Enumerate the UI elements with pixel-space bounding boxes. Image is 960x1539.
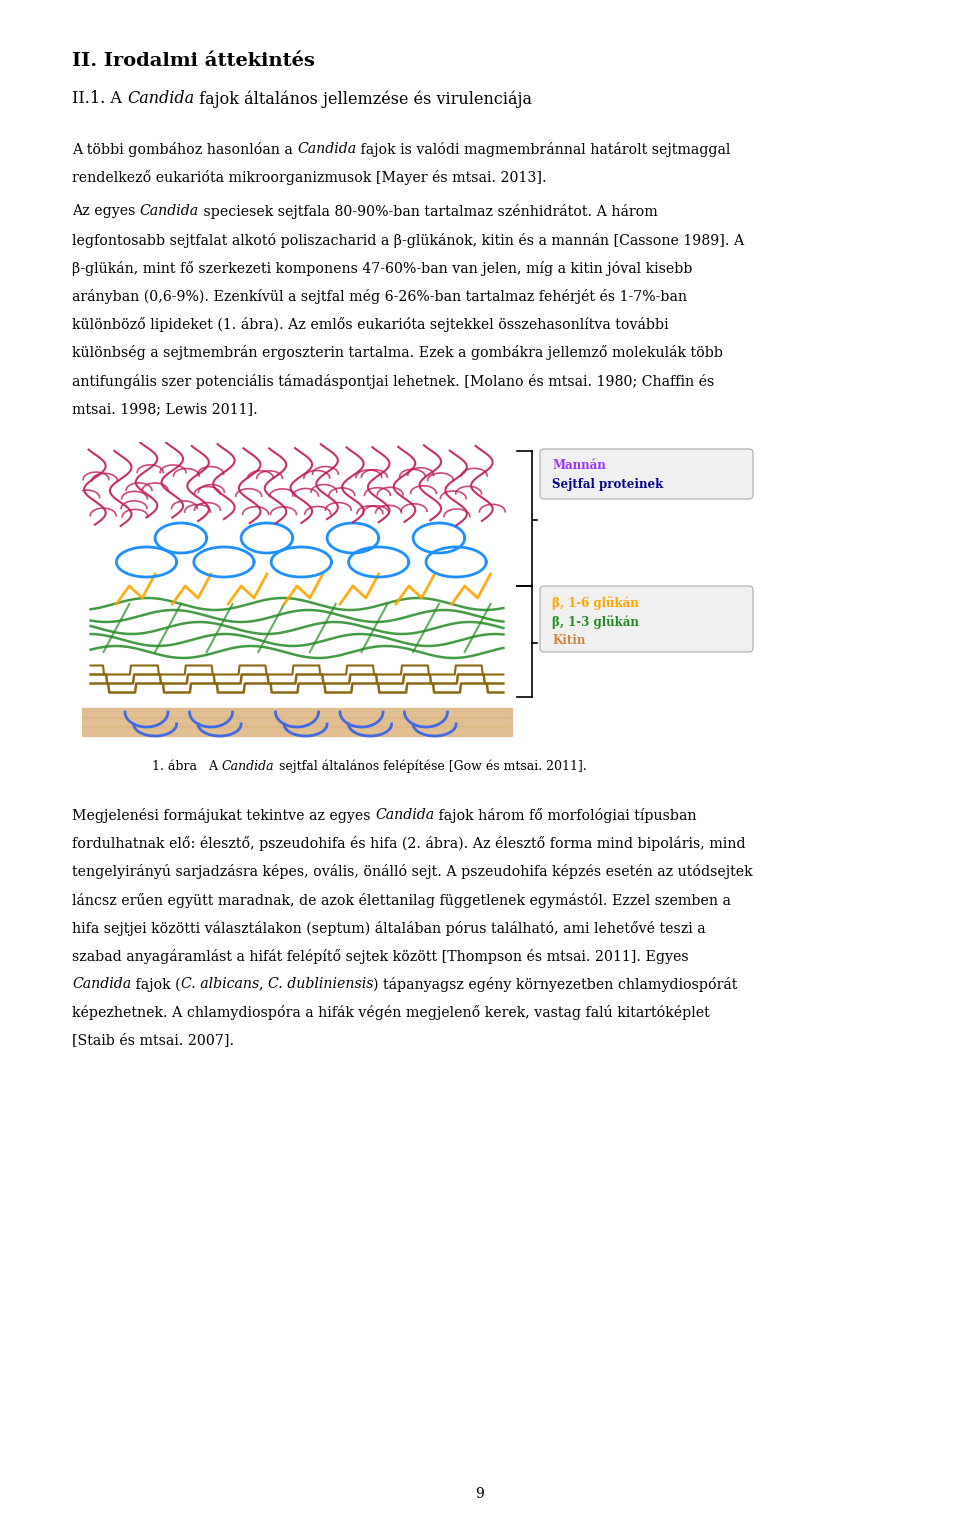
- Text: arányban (0,6-9%). Ezenkívül a sejtfal még 6-26%-ban tartalmaz fehérjét és 1-7%-: arányban (0,6-9%). Ezenkívül a sejtfal m…: [72, 289, 687, 305]
- Text: hifa sejtjei közötti választálakon (septum) általában pórus található, ami lehet: hifa sejtjei közötti választálakon (sept…: [72, 920, 706, 936]
- Text: rendelkező eukarióta mikroorganizmusok [Mayer és mtsai. 2013].: rendelkező eukarióta mikroorganizmusok …: [72, 171, 546, 185]
- Text: Candida: Candida: [222, 760, 275, 773]
- Text: különbség a sejtmembrán ergoszterin tartalma. Ezek a gombákra jellemző molekulá: különbség a sejtmembrán ergoszterin tart…: [72, 345, 723, 360]
- Text: fordulhatnak elő: élesztő, pszeudohifa és hifa (2. ábra). Az élesztő forma mind : fordulhatnak elő: élesztő, pszeudohifa é…: [72, 836, 746, 851]
- FancyBboxPatch shape: [540, 449, 753, 499]
- Text: Mannán: Mannán: [552, 459, 606, 472]
- Text: Az egyes: Az egyes: [72, 205, 140, 219]
- Text: Kitin: Kitin: [552, 634, 586, 646]
- FancyBboxPatch shape: [540, 586, 753, 653]
- Text: 1. ábra: 1. ábra: [152, 760, 197, 773]
- Text: β, 1‑3 glükán: β, 1‑3 glükán: [552, 616, 638, 629]
- Text: C. dubliniensis: C. dubliniensis: [268, 977, 373, 991]
- Text: [Staib és mtsai. 2007].: [Staib és mtsai. 2007].: [72, 1034, 234, 1048]
- Text: antifungális szer potenciális támadáspontjai lehetnek. [Molano és mtsai. 1980; C: antifungális szer potenciális támadáspon…: [72, 374, 714, 389]
- Text: Sejtfal proteinek: Sejtfal proteinek: [552, 479, 663, 491]
- Text: β-glükán, mint fő szerkezeti komponens 47-60%-ban van jelen, míg a kitin jóval k: β-glükán, mint fő szerkezeti komponens 4…: [72, 260, 692, 275]
- Text: 9: 9: [475, 1487, 485, 1501]
- Text: Megjelenési formájukat tekintve az egyes: Megjelenési formájukat tekintve az egyes: [72, 808, 375, 823]
- Text: fajok (: fajok (: [132, 977, 180, 991]
- Text: fajok három fő morfológiai típusban: fajok három fő morfológiai típusban: [434, 808, 697, 823]
- Text: fajok általános jellemzése és virulenciája: fajok általános jellemzése és virulenciá…: [194, 89, 532, 108]
- Text: különböző lipideket (1. ábra). Az emlős eukarióta sejtekkel összehasonlítva tov: különböző lipideket (1. ábra). Az emlős …: [72, 317, 668, 332]
- Text: láncsz erűen együtt maradnak, de azok élettanilag függetlenek egymástól. Ezzel s: láncsz erűen együtt maradnak, de azok él…: [72, 893, 731, 908]
- Text: A többi gombához hasonlóan a: A többi gombához hasonlóan a: [72, 142, 298, 157]
- Text: II.1. A: II.1. A: [72, 89, 127, 108]
- Text: mtsai. 1998; Lewis 2011].: mtsai. 1998; Lewis 2011].: [72, 402, 257, 416]
- Text: ) tápanyagsz egény környezetben chlamydiospórát: ) tápanyagsz egény környezetben chlamydi…: [373, 977, 738, 993]
- Text: fajok is valódi magmembránnal határolt sejtmaggal: fajok is valódi magmembránnal határolt s…: [356, 142, 731, 157]
- Text: tengelyirányú sarjadzásra képes, ovális, önálló sejt. A pszeudohifa képzés eseté: tengelyirányú sarjadzásra képes, ovális,…: [72, 865, 753, 879]
- Text: legfontosabb sejtfalat alkotó poliszacharid a β-glükánok, kitin és a mannán [Cas: legfontosabb sejtfalat alkotó poliszacha…: [72, 232, 744, 248]
- Text: ,: ,: [259, 977, 268, 991]
- Text: Candida: Candida: [72, 977, 132, 991]
- Text: sejtfal általános felépítése [Gow és mtsai. 2011].: sejtfal általános felépítése [Gow és mts…: [275, 760, 587, 774]
- Text: szabad anyagáramlást a hifát felépítő sejtek között [Thompson és mtsai. 2011]. E: szabad anyagáramlást a hifát felépítő se…: [72, 950, 688, 963]
- Text: C. albicans: C. albicans: [180, 977, 259, 991]
- Text: II. Irodalmi áttekintés: II. Irodalmi áttekintés: [72, 52, 315, 69]
- Text: képezhetnek. A chlamydiospóra a hifák végén megjelenő kerek, vastag falú kitart: képezhetnek. A chlamydiospóra a hifák v…: [72, 1005, 709, 1020]
- Text: Candida: Candida: [375, 808, 434, 822]
- Text: Candida: Candida: [127, 89, 194, 108]
- Text: speciesek sejtfala 80-90%-ban tartalmaz szénhidrátot. A három: speciesek sejtfala 80-90%-ban tartalmaz …: [199, 205, 658, 220]
- Text: Candida: Candida: [298, 142, 356, 155]
- Text: Candida: Candida: [140, 205, 199, 219]
- Text: A: A: [197, 760, 222, 773]
- Text: β, 1‑6 glükán: β, 1‑6 glükán: [552, 596, 638, 609]
